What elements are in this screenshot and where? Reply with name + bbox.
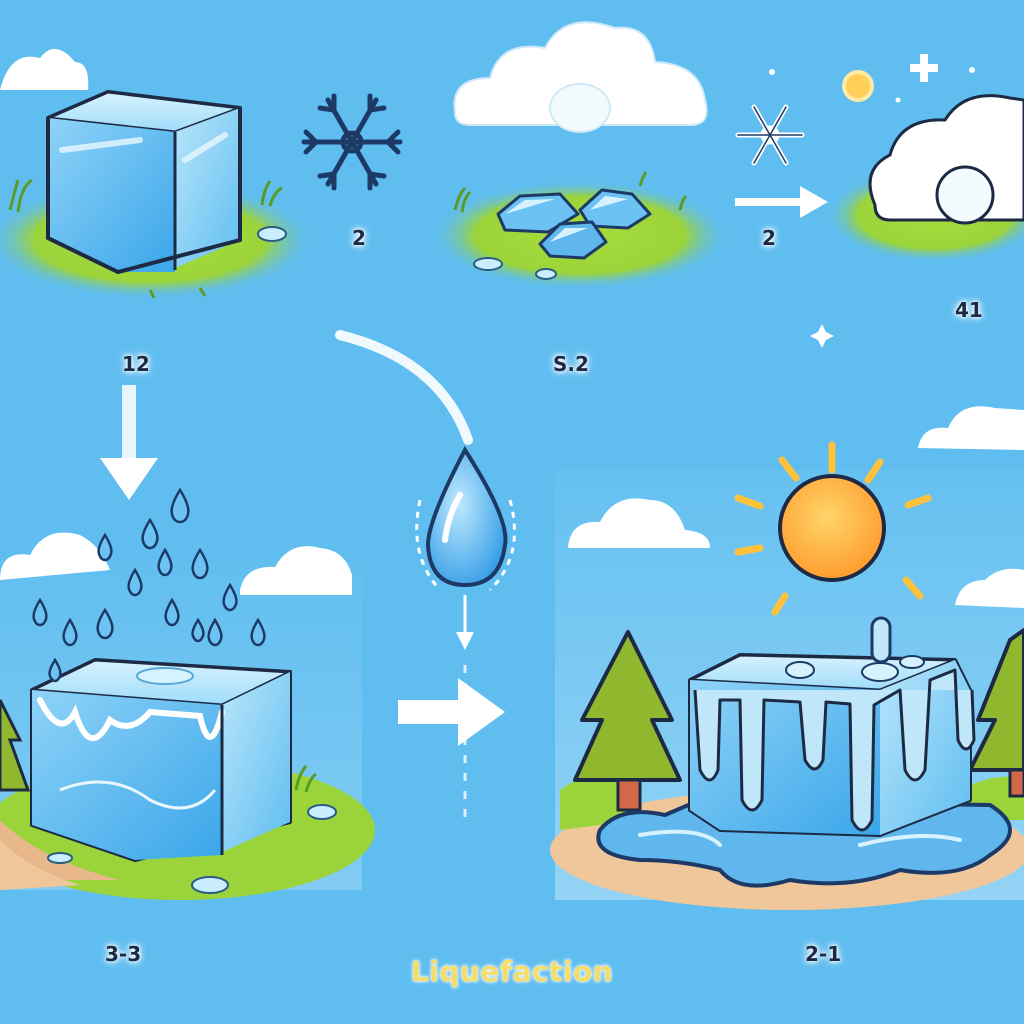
cloud-icon [453,21,708,133]
snowflake-icon [735,104,805,166]
cloud-on-grass [825,94,1024,263]
step-label-bottom-left: 3-3 [105,942,142,966]
sun-icon [734,441,932,616]
step-label-ice-cube: 2 [352,226,366,250]
melted-ice-panel [550,406,1024,910]
tree-icon [968,628,1024,798]
ice-pieces-on-grass [430,171,730,290]
step-label-cloud-scene: 2 [762,226,776,250]
water-drop-icon [415,446,516,820]
melting-ice-panel [0,487,375,900]
arrow-right-icon [398,678,505,746]
ice-cube-on-grass [0,90,315,300]
diagram-title: Liquefaction [410,955,614,988]
cloud-icon [0,48,89,90]
grass-tuft [8,178,283,299]
step-label-left-arrow: 12 [122,352,150,376]
arrow-right-icon [735,186,828,218]
step-label-middle: S.2 [553,352,589,376]
sparkle-icon [769,54,975,348]
water-drops [32,487,266,683]
snowflake-icon [301,93,403,191]
tree-icon [573,630,682,812]
sun-icon [842,70,874,102]
curved-arrow [335,330,473,445]
arrow-down-icon [100,385,158,500]
step-label-top-right: 41 [955,298,983,322]
step-label-bottom-right: 2-1 [805,942,842,966]
